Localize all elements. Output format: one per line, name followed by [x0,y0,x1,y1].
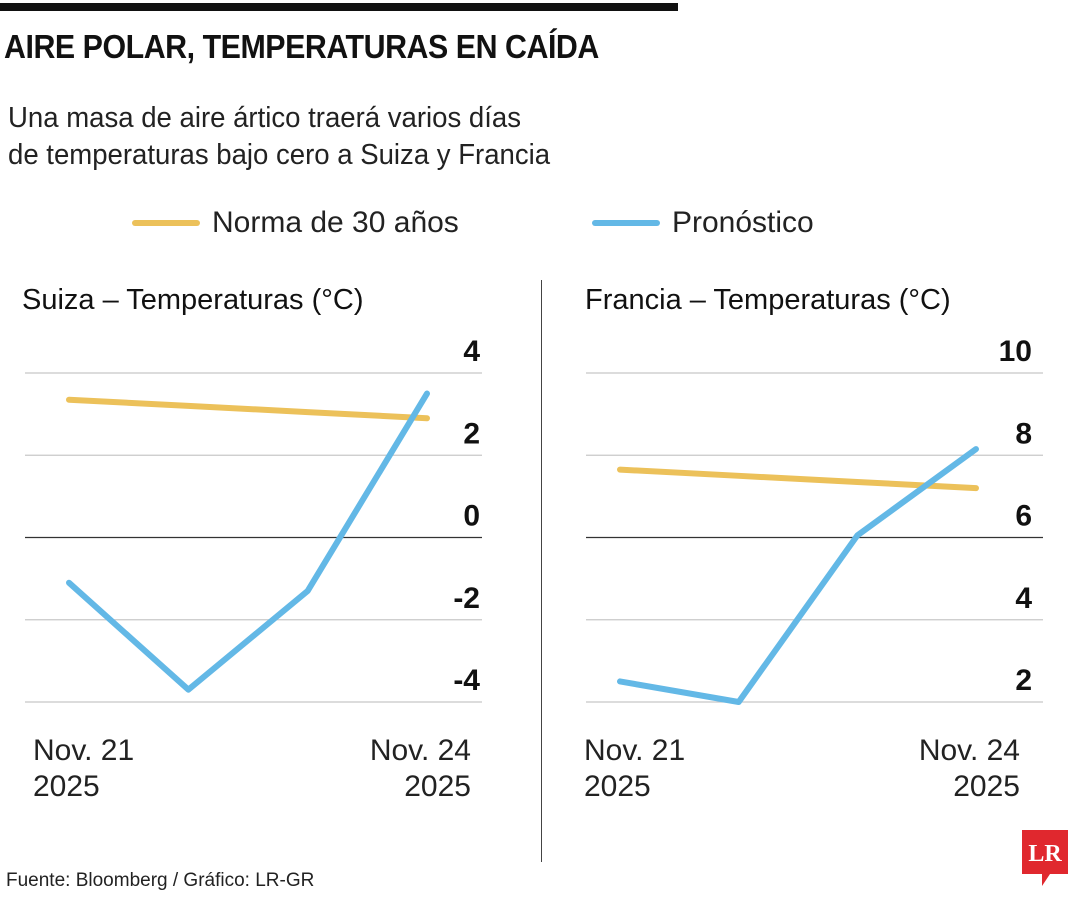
chart-title-suiza: Suiza – Temperaturas (°C) [22,284,364,316]
legend-label: Norma de 30 años [212,206,459,239]
panel-divider [541,280,542,862]
y-tick-label: 10 [999,335,1032,368]
legend-swatch [592,220,660,226]
y-tick-label: 8 [1015,417,1032,450]
series-line-pronostico [617,446,979,705]
y-tick-label: 6 [1015,500,1032,533]
series-line-norma [66,396,430,422]
series-line-pronostico [66,390,430,693]
y-tick-label: 4 [463,335,480,368]
legend-swatch [132,220,200,226]
x-tick-label: 2025 [953,770,1020,803]
page-title: AIRE POLAR, TEMPERATURAS EN CAÍDA [4,28,599,65]
x-tick-label: Nov. 24 [919,734,1020,767]
chart-title-francia: Francia – Temperaturas (°C) [585,284,951,316]
subtitle-line: Una masa de aire ártico traerá varios dí… [8,102,521,134]
y-tick-label: -2 [453,582,480,615]
x-tick-label: Nov. 21 [584,734,685,767]
source-footer: Fuente: Bloomberg / Gráfico: LR-GR [6,870,315,891]
y-tick-label: 2 [1015,664,1032,697]
lr-logo: LR [1022,830,1068,886]
y-tick-label: -4 [453,664,480,697]
top-rule [0,3,678,11]
x-tick-label: 2025 [404,770,471,803]
svg-text:LR: LR [1028,841,1062,867]
y-tick-label: 2 [463,417,480,450]
series-line-norma [617,466,979,492]
legend-item-norma: Norma de 30 años [132,206,459,240]
y-tick-label: 0 [463,500,480,533]
x-tick-label: Nov. 21 [33,734,134,767]
legend-label: Pronóstico [672,206,814,239]
x-tick-label: 2025 [33,770,100,803]
y-tick-label: 4 [1015,582,1032,615]
legend-item-pronostico: Pronóstico [592,206,814,240]
x-tick-label: Nov. 24 [370,734,471,767]
subtitle-line: de temperaturas bajo cero a Suiza y Fran… [8,139,551,171]
subtitle: Una masa de aire ártico traerá varios dí… [8,100,550,174]
x-tick-label: 2025 [584,770,651,803]
